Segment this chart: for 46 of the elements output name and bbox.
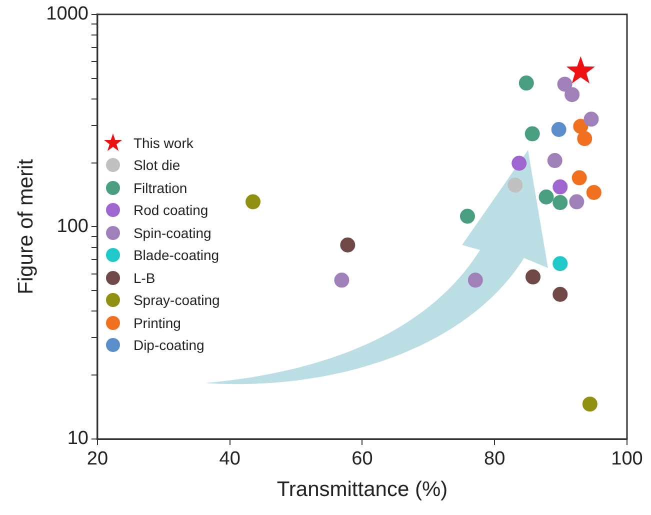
point (508, 178, 523, 193)
point (557, 76, 572, 92)
point (564, 87, 580, 102)
point (552, 256, 568, 272)
point (340, 238, 356, 252)
point (569, 194, 584, 210)
point (460, 208, 475, 224)
legend-label: Filtration (133, 178, 188, 198)
point (552, 179, 568, 194)
point (512, 156, 527, 171)
x-tick-label: 100 (611, 448, 643, 470)
x-axis-title: Transmittance (%) (276, 478, 448, 502)
point (246, 194, 261, 210)
point (584, 112, 599, 127)
legend-label: Slot die (133, 156, 180, 176)
point (518, 76, 534, 91)
legend-label: Spin-coating (133, 224, 212, 243)
point (526, 269, 541, 284)
x-tick-label: 20 (86, 448, 108, 470)
legend-label: Spray-coating (133, 291, 220, 310)
y-tick-label: 10 (67, 428, 88, 450)
point (524, 126, 540, 142)
point (577, 131, 592, 146)
x-tick-label: 80 (484, 448, 506, 470)
point (552, 286, 568, 302)
point (551, 122, 566, 137)
x-tick-label: 60 (352, 448, 373, 470)
point (586, 184, 602, 200)
legend-label: Dip-coating (133, 336, 204, 356)
point (334, 272, 350, 288)
legend-label: L-B (133, 268, 156, 288)
legend-label: Printing (133, 314, 181, 333)
point (566, 56, 595, 84)
point (468, 272, 483, 288)
y-tick-label: 100 (56, 216, 88, 237)
y-axis-title: Figure of merit (14, 158, 38, 294)
legend-label: This work (133, 134, 194, 153)
x-tick-label: 40 (219, 448, 240, 470)
y-tick-label: 1000 (46, 4, 88, 25)
point (538, 190, 554, 205)
point (582, 396, 598, 412)
point (547, 153, 562, 168)
point (572, 170, 587, 186)
legend-label: Blade-coating (133, 246, 220, 266)
legend-label: Rod coating (133, 201, 208, 220)
point (552, 195, 568, 210)
